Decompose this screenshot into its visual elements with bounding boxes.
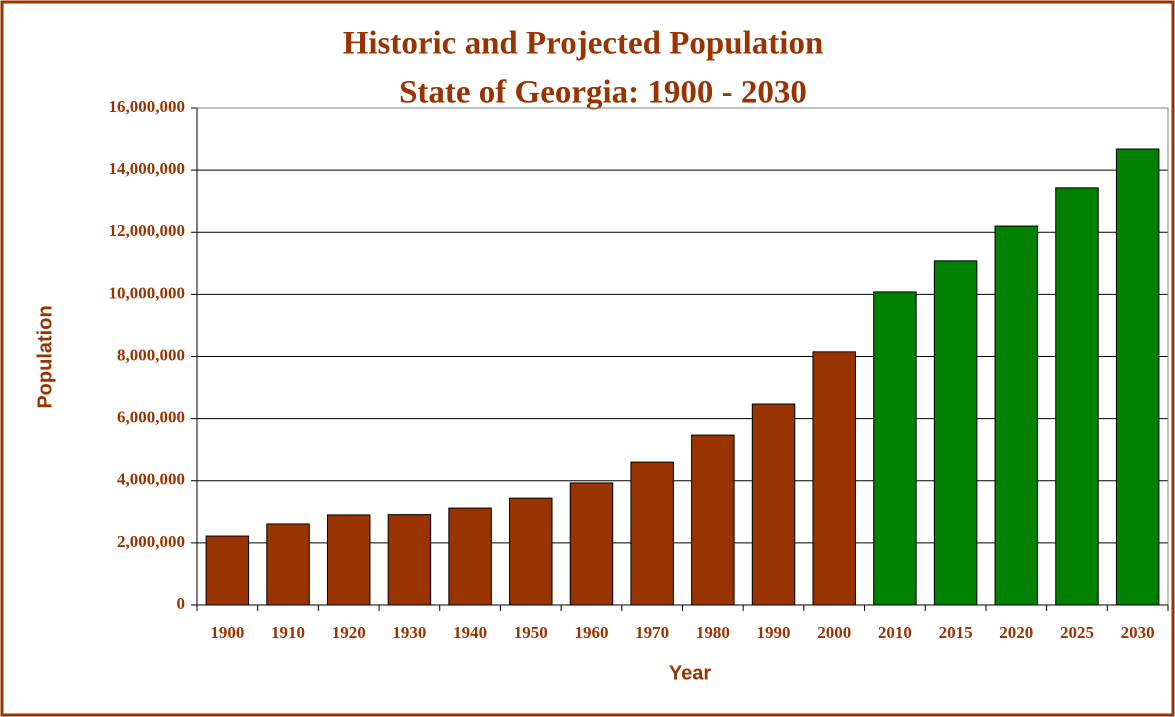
bar xyxy=(933,260,978,606)
bar xyxy=(1115,148,1160,606)
y-tick-label: 16,000,000 xyxy=(109,97,186,116)
x-tick-label: 1900 xyxy=(210,623,244,642)
bar xyxy=(994,225,1039,606)
bar xyxy=(266,523,310,606)
y-tick-label: 14,000,000 xyxy=(109,159,186,178)
x-tick-label: 2000 xyxy=(817,623,851,642)
x-tick-label: 1910 xyxy=(271,623,305,642)
y-axis-title: Population xyxy=(34,305,56,408)
x-tick-label: 1960 xyxy=(574,623,608,642)
bar xyxy=(873,291,917,606)
y-tick-label: 12,000,000 xyxy=(109,221,186,240)
bar xyxy=(751,403,796,606)
x-tick-label: 1930 xyxy=(392,623,426,642)
bar xyxy=(691,434,735,606)
x-tick-label: 1950 xyxy=(514,623,548,642)
x-tick-label: 2020 xyxy=(999,623,1033,642)
bar xyxy=(326,514,371,606)
x-tick-label: 2015 xyxy=(939,623,973,642)
x-tick-label: 1980 xyxy=(696,623,730,642)
x-tick-label: 1920 xyxy=(332,623,366,642)
bar xyxy=(812,351,856,606)
bar xyxy=(509,497,553,606)
x-tick-label: 1990 xyxy=(757,623,791,642)
y-tick-label: 2,000,000 xyxy=(117,532,185,551)
y-tick-label: 6,000,000 xyxy=(117,408,185,427)
bar xyxy=(630,461,674,606)
y-tick-label: 8,000,000 xyxy=(117,345,185,364)
x-tick-label: 1970 xyxy=(635,623,669,642)
y-tick-label: 10,000,000 xyxy=(109,283,186,302)
bar xyxy=(448,507,492,606)
y-tick-label: 4,000,000 xyxy=(117,470,185,489)
chart-title: Historic and Projected Population xyxy=(343,26,824,62)
x-tick-label: 2025 xyxy=(1060,623,1094,642)
y-tick-label: 0 xyxy=(177,594,186,613)
bar xyxy=(1055,187,1099,606)
bar xyxy=(569,482,614,606)
chart-subtitle: State of Georgia: 1900 - 2030 xyxy=(399,75,807,111)
x-tick-label: 2010 xyxy=(878,623,912,642)
x-axis-title: Year xyxy=(669,662,711,684)
x-tick-label: 1940 xyxy=(453,623,487,642)
x-tick-label: 2030 xyxy=(1121,623,1155,642)
bar xyxy=(387,514,432,606)
bar xyxy=(205,535,250,606)
